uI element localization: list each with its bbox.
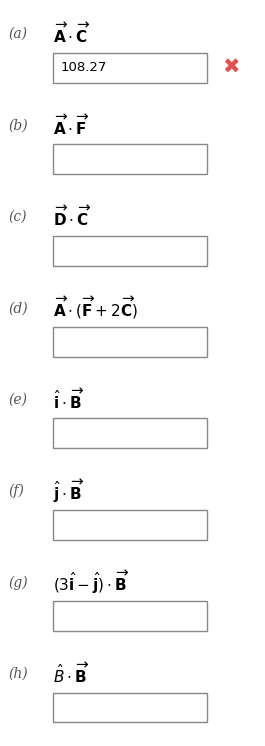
- Text: (c): (c): [8, 210, 26, 224]
- FancyBboxPatch shape: [53, 53, 207, 83]
- Text: (d): (d): [8, 301, 28, 316]
- FancyBboxPatch shape: [53, 236, 207, 266]
- Text: (f): (f): [8, 483, 24, 498]
- Text: (g): (g): [8, 575, 28, 589]
- Text: $\hat{\mathbf{j}} \cdot \overrightarrow{\mathbf{B}}$: $\hat{\mathbf{j}} \cdot \overrightarrow{…: [53, 477, 85, 504]
- Text: (h): (h): [8, 667, 28, 681]
- FancyBboxPatch shape: [53, 327, 207, 357]
- Text: $\overrightarrow{\mathbf{A}} \cdot \overrightarrow{\mathbf{F}}$: $\overrightarrow{\mathbf{A}} \cdot \over…: [53, 113, 89, 137]
- FancyBboxPatch shape: [53, 692, 207, 722]
- Text: ✖: ✖: [223, 58, 240, 78]
- Text: (a): (a): [8, 27, 27, 41]
- Text: (e): (e): [8, 392, 27, 407]
- Text: $\hat{B} \cdot \overrightarrow{\mathbf{B}}$: $\hat{B} \cdot \overrightarrow{\mathbf{B…: [53, 662, 89, 686]
- Text: (b): (b): [8, 119, 28, 133]
- Text: $\overrightarrow{\mathbf{A}} \cdot (\overrightarrow{\mathbf{F}} + 2\overrightarr: $\overrightarrow{\mathbf{A}} \cdot (\ove…: [53, 295, 138, 322]
- FancyBboxPatch shape: [53, 601, 207, 631]
- FancyBboxPatch shape: [53, 144, 207, 174]
- Text: $\overrightarrow{\mathbf{D}} \cdot \overrightarrow{\mathbf{C}}$: $\overrightarrow{\mathbf{D}} \cdot \over…: [53, 204, 91, 229]
- Text: 108.27: 108.27: [61, 61, 107, 75]
- Text: $(3\hat{\mathbf{i}} - \hat{\mathbf{j}}) \cdot \overrightarrow{\mathbf{B}}$: $(3\hat{\mathbf{i}} - \hat{\mathbf{j}}) …: [53, 568, 130, 596]
- Text: $\overrightarrow{\mathbf{A}} \cdot \overrightarrow{\mathbf{C}}$: $\overrightarrow{\mathbf{A}} \cdot \over…: [53, 22, 91, 46]
- Text: $\hat{\mathbf{i}} \cdot \overrightarrow{\mathbf{B}}$: $\hat{\mathbf{i}} \cdot \overrightarrow{…: [53, 387, 84, 412]
- FancyBboxPatch shape: [53, 419, 207, 448]
- FancyBboxPatch shape: [53, 510, 207, 539]
